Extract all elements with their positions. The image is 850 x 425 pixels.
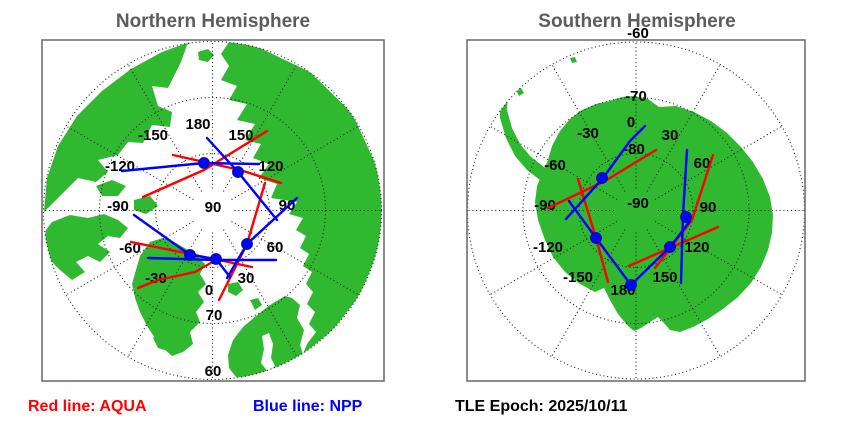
overpass-dot <box>664 241 676 253</box>
longitude-spoke <box>223 229 298 358</box>
north-map-edge <box>42 40 383 381</box>
longitude-label: 150 <box>228 127 253 144</box>
longitude-spoke <box>231 125 360 200</box>
landmass-south-island-2 <box>570 57 577 63</box>
overpass-dot <box>210 253 222 265</box>
south-satellite-tracks <box>546 124 720 291</box>
landmass-greenland <box>132 238 206 356</box>
longitude-label: 120 <box>258 158 283 175</box>
longitude-spoke <box>551 64 626 192</box>
overpass-dot <box>184 249 196 261</box>
longitude-spoke <box>489 221 618 296</box>
latitude-label: -60 <box>627 25 649 42</box>
latitude-label: 90 <box>205 199 222 216</box>
landmass-canada-island-2 <box>134 196 158 214</box>
longitude-spoke <box>223 63 298 192</box>
overpass-dot <box>241 238 253 250</box>
longitude-label: 150 <box>652 269 677 286</box>
aqua-track <box>136 258 218 290</box>
longitude-spoke <box>231 221 360 296</box>
longitude-label: -60 <box>119 240 141 257</box>
longitude-spoke <box>65 125 194 200</box>
north-map-title: Northern Hemisphere <box>116 11 310 32</box>
overpass-dot <box>625 279 637 291</box>
longitude-label: -120 <box>105 158 135 175</box>
longitude-spoke <box>489 125 618 200</box>
latitude-label: -80 <box>623 141 645 158</box>
south-map-panel: -60 -70 -80 -90 0 30 -30 60 -60 90 -90 120 -120 150 -1… <box>466 25 806 382</box>
longitude-spoke <box>551 229 626 357</box>
latitude-label: -90 <box>627 195 649 212</box>
npp-track <box>132 213 232 279</box>
longitude-spoke <box>127 229 202 358</box>
longitude-spoke <box>654 125 783 200</box>
longitude-label: -90 <box>107 198 129 215</box>
longitude-spoke <box>65 221 194 296</box>
longitude-spoke <box>646 229 721 357</box>
longitude-label: -150 <box>563 269 593 286</box>
longitude-label: 60 <box>694 155 711 172</box>
landmass-alaska <box>44 41 195 212</box>
south-grid <box>467 42 805 379</box>
longitude-spoke <box>646 64 721 192</box>
landmass-siberia-russia <box>221 42 382 354</box>
latitude-label: -70 <box>625 88 647 105</box>
longitude-label: 0 <box>205 282 213 299</box>
latitude-circle <box>98 96 327 325</box>
gulf-of-bothnia <box>261 333 275 372</box>
longitude-label: 30 <box>662 127 679 144</box>
legend-red-aqua: Red line: AQUA <box>28 398 147 415</box>
longitude-label: 90 <box>700 199 717 216</box>
overpass-dot <box>198 157 210 169</box>
landmass-antarctic-peninsula <box>500 94 560 188</box>
overpass-dot <box>232 166 244 178</box>
landmass-franz-josef <box>250 298 262 310</box>
longitude-label: -120 <box>533 239 563 256</box>
longitude-label: 0 <box>627 114 635 131</box>
npp-track <box>564 124 647 221</box>
longitude-label: -30 <box>577 125 599 142</box>
legend-tle-epoch: TLE Epoch: 2025/10/11 <box>455 398 628 415</box>
south-map-title: Southern Hemisphere <box>538 11 735 32</box>
latitude-label: 60 <box>205 363 222 380</box>
landmass-wrangel <box>198 49 214 62</box>
overpass-dot <box>590 232 602 244</box>
landmass-svalbard <box>228 282 243 296</box>
longitude-label: 30 <box>238 270 255 287</box>
north-plot-border <box>41 39 385 382</box>
landmass-canada <box>44 214 128 280</box>
longitude-label: -150 <box>138 127 168 144</box>
longitude-label: 180 <box>185 116 210 133</box>
landmass-canada-island-1 <box>96 180 126 196</box>
longitude-spoke <box>654 221 783 296</box>
longitude-spoke <box>127 63 202 192</box>
north-satellite-tracks <box>120 129 299 302</box>
overpass-dot <box>680 211 692 223</box>
overpass-dot <box>596 172 608 184</box>
south-plot-border <box>466 39 806 382</box>
latitude-circle <box>522 96 750 325</box>
longitude-label: -60 <box>544 157 566 174</box>
longitude-label: -90 <box>534 197 556 214</box>
longitude-label: 60 <box>267 239 284 256</box>
landmass-iceland <box>153 331 184 351</box>
latitude-label: 70 <box>206 307 223 324</box>
legend-blue-npp: Blue line: NPP <box>253 398 363 415</box>
aqua-track <box>141 129 269 199</box>
longitude-label: 120 <box>684 239 709 256</box>
north-landmasses <box>44 41 382 377</box>
